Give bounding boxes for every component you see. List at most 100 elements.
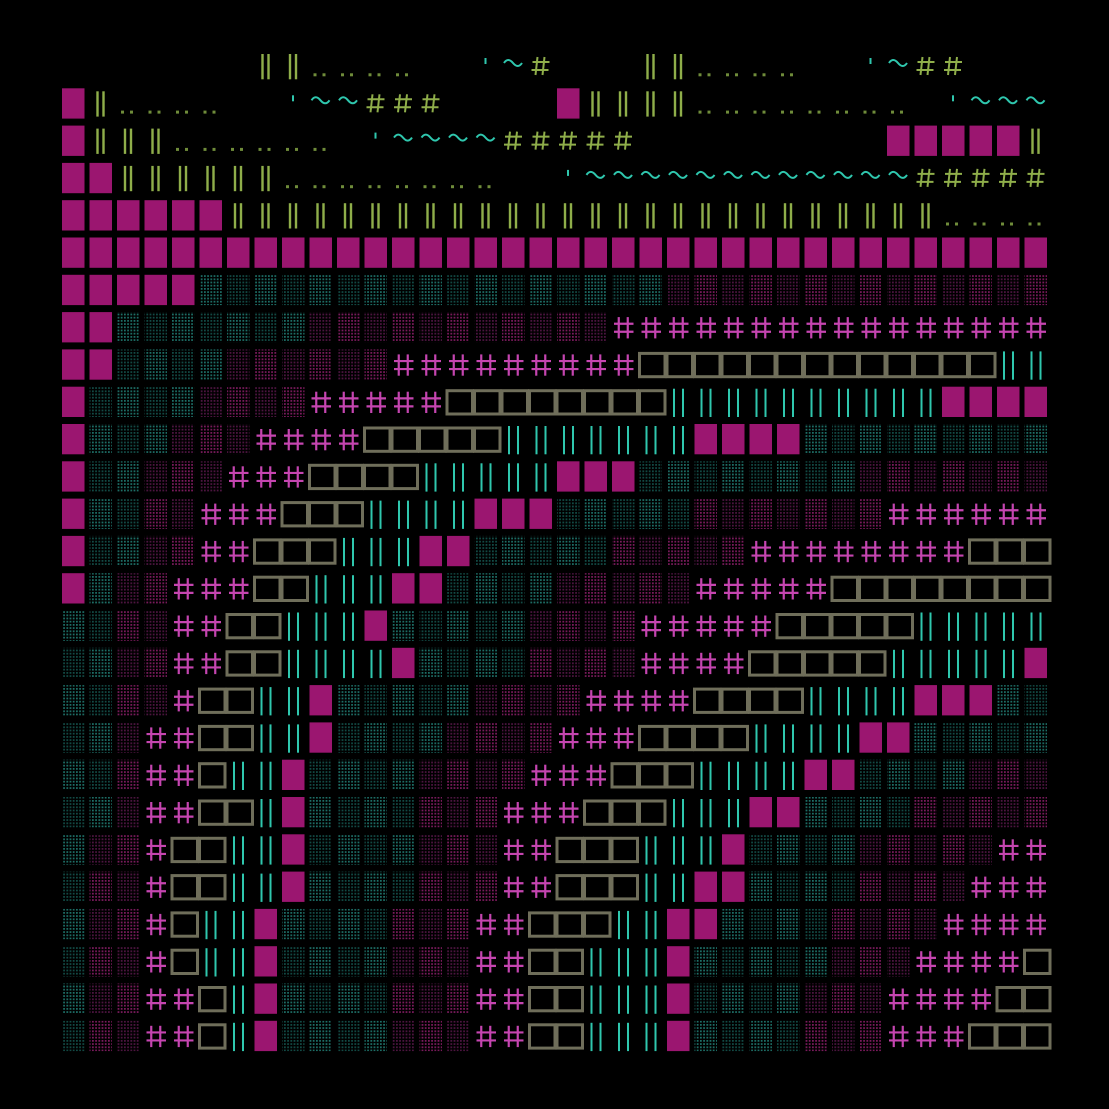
tilde-icon <box>833 170 853 179</box>
dotted-shade-icon <box>89 834 112 865</box>
double-cross-icon <box>229 578 249 600</box>
double-bar-icon <box>453 463 464 492</box>
solid-block-icon <box>612 461 635 492</box>
double-cross-icon <box>944 913 964 936</box>
dotted-shade-icon <box>832 461 855 492</box>
double-bar-icon <box>288 724 299 753</box>
solid-block-icon <box>337 237 360 268</box>
dotted-shade-icon <box>859 461 882 492</box>
dotted-shade-icon <box>667 535 690 567</box>
double-bar-icon <box>508 463 519 492</box>
hollow-box-icon <box>253 650 282 677</box>
dotted-shade-icon <box>969 461 992 492</box>
hash-icon <box>421 94 440 113</box>
dotted-shade-icon <box>914 274 937 306</box>
double-cross-icon <box>834 540 854 563</box>
double-bar-icon <box>645 426 657 455</box>
dotted-shade-icon <box>502 312 525 343</box>
dotted-shade-icon <box>364 685 387 716</box>
hollow-box-icon <box>583 799 612 826</box>
low-dots-icon <box>203 147 216 151</box>
solid-block-icon <box>584 461 607 492</box>
solid-block-icon <box>777 237 800 268</box>
low-dots-icon <box>1028 222 1041 226</box>
dotted-shade-icon <box>282 983 305 1014</box>
double-bar-icon <box>590 948 602 977</box>
dotted-shade-icon <box>942 461 965 492</box>
double-cross-icon <box>559 354 579 376</box>
double-bar-icon <box>838 388 849 417</box>
solid-block-icon <box>364 610 387 641</box>
hollow-box-icon <box>390 463 419 491</box>
hollow-box-icon <box>1023 1023 1052 1050</box>
double-cross-icon <box>174 652 194 675</box>
green-bar-icon <box>783 203 793 229</box>
solid-block-icon <box>749 237 772 268</box>
dotted-shade-icon <box>172 424 195 455</box>
dotted-shade-icon <box>89 647 112 679</box>
double-cross-icon <box>559 727 579 749</box>
solid-block-icon <box>172 274 195 306</box>
hollow-box-icon <box>913 351 942 379</box>
double-cross-icon <box>999 839 1019 861</box>
dotted-shade-icon <box>722 1020 745 1052</box>
double-bar-icon <box>233 836 244 865</box>
solid-block-icon <box>62 88 85 119</box>
green-bar-icon <box>123 165 133 192</box>
double-cross-icon <box>889 540 909 563</box>
dotted-shade-icon <box>337 759 360 790</box>
solid-block-icon <box>282 759 305 790</box>
dotted-shade-icon <box>667 573 690 604</box>
double-cross-icon <box>944 317 964 339</box>
hollow-box-icon <box>555 1023 584 1050</box>
dotted-shade-icon <box>447 1020 470 1052</box>
solid-block-icon <box>62 386 85 417</box>
dotted-shade-icon <box>859 946 882 977</box>
tilde-icon <box>723 170 743 179</box>
double-cross-icon <box>724 317 744 339</box>
dotted-shade-icon <box>227 424 250 455</box>
hollow-box-icon <box>968 575 997 603</box>
green-bar-icon <box>316 203 325 229</box>
dotted-shade-icon <box>199 312 222 343</box>
green-bar-icon <box>151 128 160 154</box>
dotted-shade-icon <box>804 424 827 455</box>
dotted-shade-icon <box>1024 759 1047 790</box>
solid-block-icon <box>199 237 222 268</box>
dotted-shade-icon <box>447 834 470 865</box>
green-bar-icon <box>96 128 105 154</box>
double-bar-icon <box>645 985 657 1014</box>
solid-block-icon <box>474 498 497 529</box>
low-dots-icon <box>836 110 848 114</box>
solid-block-icon <box>62 535 85 567</box>
double-cross-icon <box>861 540 881 563</box>
double-bar-icon <box>508 426 519 455</box>
dotted-shade-icon <box>89 908 112 940</box>
double-bar-icon <box>1030 351 1042 380</box>
dotted-shade-icon <box>392 834 415 865</box>
low-dots-icon <box>698 73 711 77</box>
double-bar-icon <box>645 836 657 865</box>
dotted-shade-icon <box>392 759 415 790</box>
dotted-shade-icon <box>419 274 442 306</box>
double-bar-icon <box>865 687 877 716</box>
dotted-shade-icon <box>309 871 332 902</box>
double-bar-icon <box>233 1022 244 1052</box>
solid-block-icon <box>282 871 305 902</box>
hash-icon <box>614 131 632 150</box>
dotted-shade-icon <box>887 797 910 828</box>
dotted-shade-icon <box>89 386 112 417</box>
double-cross-icon <box>916 503 936 525</box>
dotted-shade-icon <box>447 274 470 306</box>
dotted-shade-icon <box>1024 722 1047 753</box>
dotted-shade-icon <box>117 1020 140 1052</box>
solid-block-icon <box>309 237 332 268</box>
double-cross-icon <box>971 913 991 936</box>
dotted-shade-icon <box>337 983 360 1014</box>
dotted-shade-icon <box>392 797 415 828</box>
dotted-shade-icon <box>172 312 195 343</box>
solid-block-icon <box>419 573 442 604</box>
hollow-box-icon <box>885 351 914 379</box>
double-cross-icon <box>751 317 771 339</box>
double-cross-icon <box>944 1025 964 1048</box>
